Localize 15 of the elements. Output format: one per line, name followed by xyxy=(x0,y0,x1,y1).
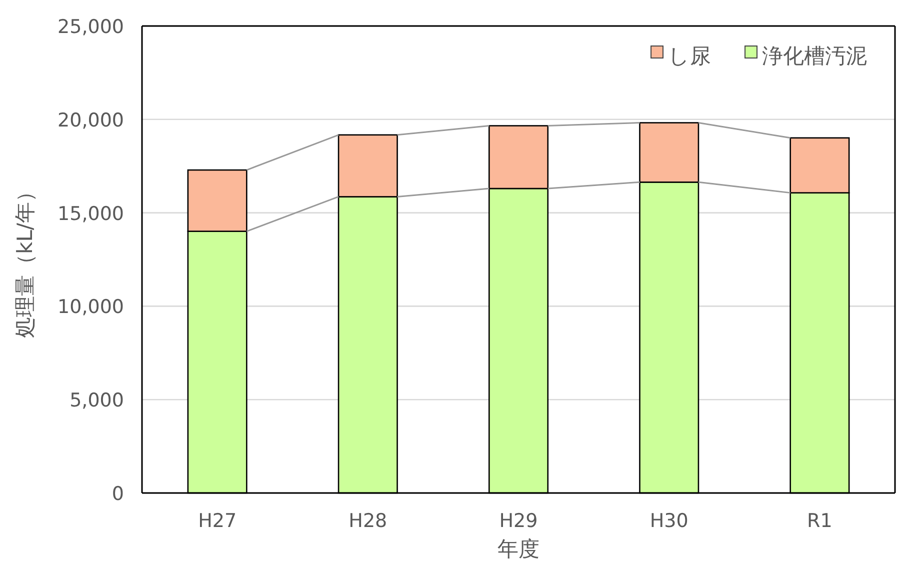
x-tick-label: H27 xyxy=(198,510,237,532)
y-axis-title: 処理量（kL/年） xyxy=(13,181,37,338)
x-tick-label: R1 xyxy=(807,510,832,532)
y-tick-label: 15,000 xyxy=(58,202,124,225)
y-tick-label: 25,000 xyxy=(58,16,124,38)
y-tick-label: 5,000 xyxy=(70,390,124,412)
x-tick-label: H30 xyxy=(650,510,688,532)
y-tick-label: 20,000 xyxy=(58,109,124,132)
y-tick-label: 0 xyxy=(112,483,124,505)
x-axis-title: 年度 xyxy=(498,537,540,561)
x-tick-label: H29 xyxy=(499,510,538,532)
y-tick-label: 10,000 xyxy=(58,296,124,318)
legend-label: 浄化槽汚泥 xyxy=(762,44,867,68)
x-tick-label: H28 xyxy=(348,510,388,532)
legend-label: し尿 xyxy=(668,44,711,68)
